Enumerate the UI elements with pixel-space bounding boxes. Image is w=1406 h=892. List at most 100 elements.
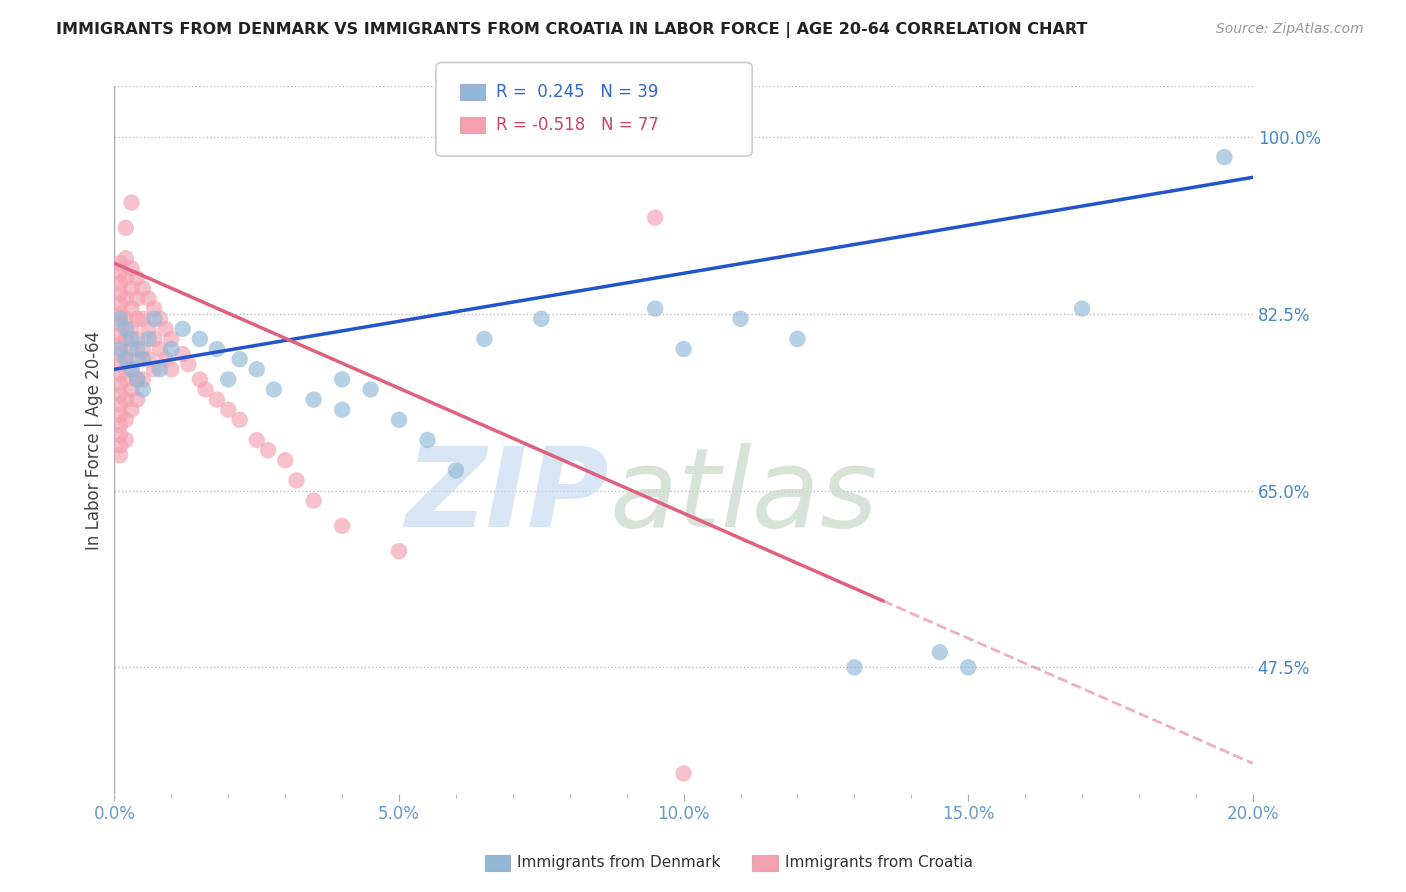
Point: [108, 347, 131, 361]
Point: [108, 337, 131, 351]
Point: [786, 332, 808, 346]
Text: Immigrants from Croatia: Immigrants from Croatia: [785, 855, 973, 870]
Point: [257, 443, 280, 458]
Point: [108, 448, 131, 462]
Point: [127, 271, 149, 285]
Point: [644, 211, 666, 225]
Point: [302, 392, 325, 407]
Point: [121, 195, 143, 210]
Point: [388, 544, 411, 558]
Point: [928, 645, 950, 659]
Point: [194, 383, 217, 397]
Point: [285, 474, 308, 488]
Y-axis label: In Labor Force | Age 20-64: In Labor Force | Age 20-64: [86, 330, 103, 549]
Point: [330, 402, 353, 417]
Point: [228, 413, 250, 427]
Point: [172, 322, 194, 336]
Point: [127, 372, 149, 386]
Point: [127, 332, 149, 346]
Point: [114, 251, 136, 265]
Point: [155, 322, 177, 336]
Point: [108, 357, 131, 371]
Point: [114, 372, 136, 386]
Point: [160, 362, 183, 376]
Text: Source: ZipAtlas.com: Source: ZipAtlas.com: [1216, 22, 1364, 37]
Point: [160, 332, 183, 346]
Point: [246, 362, 269, 376]
Point: [172, 347, 194, 361]
Point: [530, 311, 553, 326]
Point: [121, 402, 143, 417]
Point: [143, 362, 166, 376]
Point: [121, 322, 143, 336]
Point: [108, 387, 131, 401]
Point: [114, 392, 136, 407]
Point: [108, 311, 131, 326]
Point: [127, 292, 149, 306]
Point: [844, 660, 866, 674]
Text: ZIP: ZIP: [406, 443, 610, 550]
Point: [114, 220, 136, 235]
Point: [114, 292, 136, 306]
Point: [177, 357, 200, 371]
Point: [160, 342, 183, 356]
Point: [330, 372, 353, 386]
Point: [388, 413, 411, 427]
Point: [114, 352, 136, 367]
Point: [121, 332, 143, 346]
Point: [132, 372, 155, 386]
Point: [246, 433, 269, 447]
Point: [143, 332, 166, 346]
Point: [108, 286, 131, 301]
Point: [121, 261, 143, 276]
Point: [121, 383, 143, 397]
Point: [108, 398, 131, 412]
Point: [108, 417, 131, 432]
Point: [108, 266, 131, 280]
Point: [149, 342, 172, 356]
Point: [138, 322, 160, 336]
Point: [444, 463, 467, 477]
Point: [121, 342, 143, 356]
Point: [108, 408, 131, 422]
Point: [108, 317, 131, 331]
Point: [121, 301, 143, 316]
Text: atlas: atlas: [610, 443, 879, 550]
Point: [114, 352, 136, 367]
Point: [143, 311, 166, 326]
Point: [132, 383, 155, 397]
Point: [149, 362, 172, 376]
Point: [228, 352, 250, 367]
Text: R =  0.245   N = 39: R = 0.245 N = 39: [496, 83, 658, 101]
Point: [108, 326, 131, 341]
Point: [127, 372, 149, 386]
Point: [108, 277, 131, 291]
Point: [108, 256, 131, 270]
Point: [108, 377, 131, 392]
Point: [217, 372, 239, 386]
Point: [730, 311, 752, 326]
Point: [108, 438, 131, 452]
Point: [330, 519, 353, 533]
Point: [114, 311, 136, 326]
Point: [132, 311, 155, 326]
Point: [155, 352, 177, 367]
Point: [132, 352, 155, 367]
Point: [149, 311, 172, 326]
Point: [957, 660, 980, 674]
Point: [188, 372, 211, 386]
Point: [672, 342, 695, 356]
Point: [416, 433, 439, 447]
Point: [127, 352, 149, 367]
Point: [114, 271, 136, 285]
Point: [114, 322, 136, 336]
Text: Immigrants from Denmark: Immigrants from Denmark: [517, 855, 721, 870]
Point: [360, 383, 382, 397]
Point: [132, 281, 155, 295]
Point: [274, 453, 297, 467]
Point: [302, 493, 325, 508]
Point: [114, 413, 136, 427]
Point: [217, 402, 239, 417]
Point: [114, 433, 136, 447]
Point: [263, 383, 285, 397]
